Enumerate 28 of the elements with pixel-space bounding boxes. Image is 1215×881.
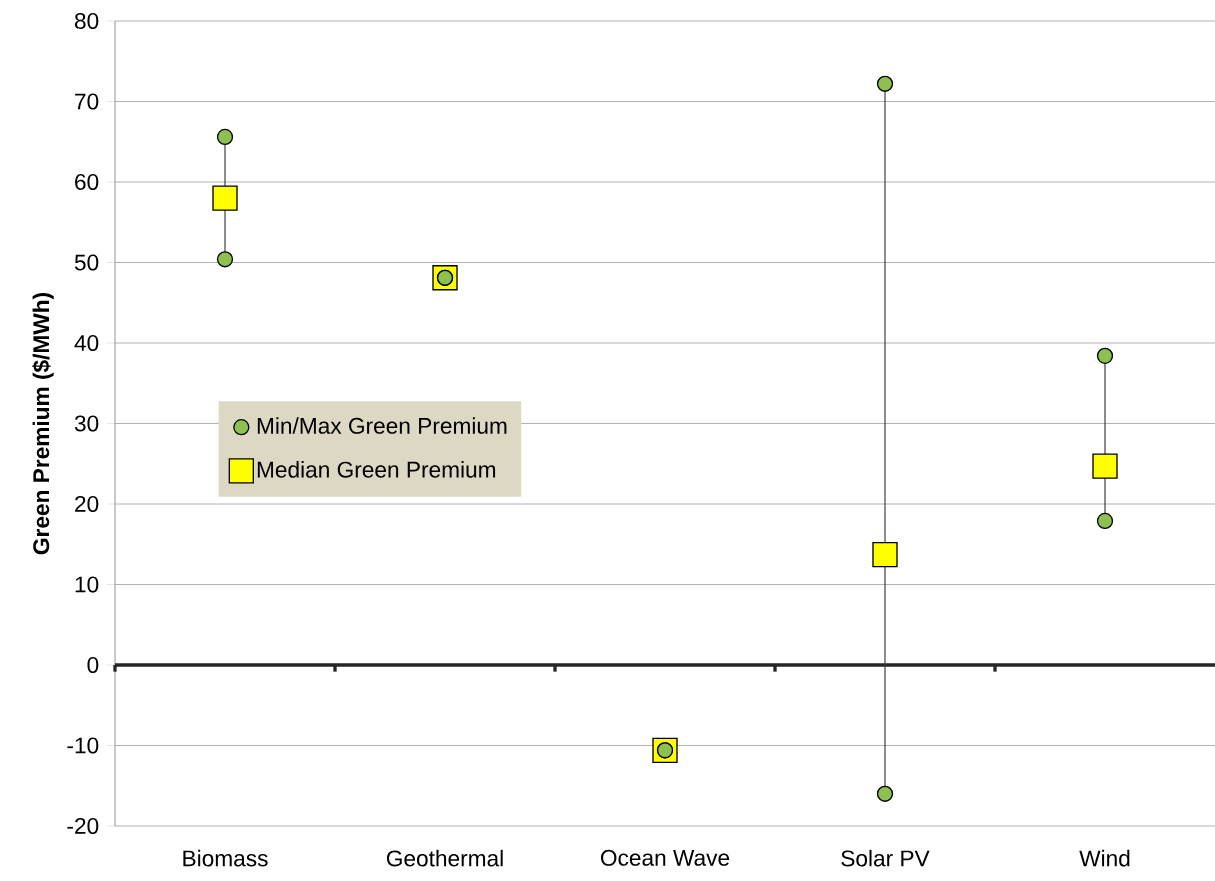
y-tick-label: 30: [74, 415, 99, 432]
y-tick-label: 10: [75, 576, 99, 593]
point: [876, 75, 894, 92]
y-tick-label: 0: [87, 656, 99, 674]
point: [872, 542, 898, 568]
point: [1096, 347, 1114, 365]
x-tick-label: Wind: [1079, 849, 1130, 867]
y-tick-label: 60: [75, 173, 99, 191]
y-tick-label: 40: [74, 334, 99, 352]
y-tick-label: 70: [75, 93, 99, 110]
x-tick-label: Solar PV: [841, 849, 930, 867]
y-tick-label: 50: [74, 254, 99, 271]
x-tick-label: Ocean Wave: [600, 849, 730, 866]
point: [212, 185, 238, 211]
point: [876, 785, 894, 802]
legend-label: Median Green Premium: [257, 461, 496, 478]
point: [1092, 453, 1118, 479]
legend-label: Min/Max Green Premium: [257, 417, 507, 434]
y-axis-title: Green Premium ($/MWh): [32, 293, 54, 555]
y-tick-label: 20: [75, 495, 99, 513]
y-tick-label: -20: [67, 817, 99, 835]
point: [216, 251, 234, 268]
y-tick-label: 80: [74, 12, 99, 30]
x-tick-label: Biomass: [183, 849, 268, 867]
y-tick-label: -10: [67, 737, 99, 754]
point: [216, 128, 234, 146]
point: [1096, 512, 1114, 530]
x-tick-label: Geothermal: [386, 849, 503, 867]
